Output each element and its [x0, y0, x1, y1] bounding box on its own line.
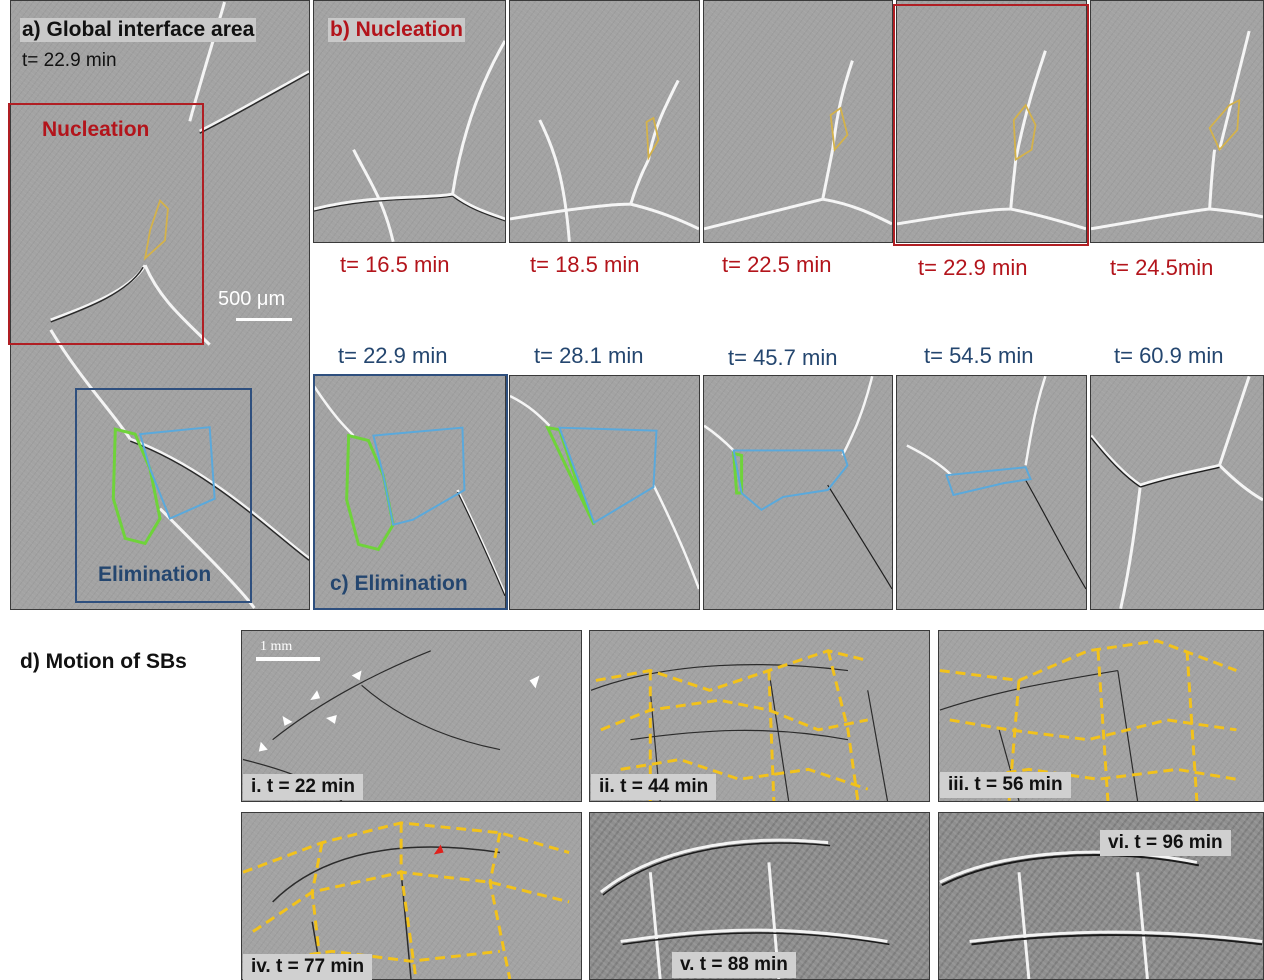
panel-a-grain-boundaries — [49, 1, 309, 609]
elimination-frame-2-boundaries — [510, 394, 699, 590]
sb-frame-6-label: vi. t = 96 min — [1100, 830, 1231, 856]
sb-frame-2 — [589, 630, 930, 802]
elimination-frame-1 — [313, 375, 506, 610]
elimination-time-2: t= 28.1 min — [534, 343, 644, 368]
elimination-frame-1-boundaries — [314, 385, 505, 597]
elimination-time-1: t= 22.9 min — [338, 343, 448, 368]
elimination-frame-3 — [703, 375, 893, 610]
elimination-frame-4-boundaries — [906, 376, 1086, 590]
panel-a-time: t= 22.9 min — [22, 50, 117, 71]
nucleation-region-box — [8, 103, 204, 345]
panel-b-title: b) Nucleation — [328, 18, 466, 42]
sb-frame-5 — [589, 812, 930, 980]
panel-c-title: c) Elimination — [330, 572, 468, 595]
elimination-time-3: t= 45.7 min — [728, 345, 838, 370]
nucleation-frame-2 — [509, 0, 700, 243]
elimination-frame-4 — [896, 375, 1087, 610]
nucleation-region-label: Nucleation — [42, 118, 150, 141]
elimination-frame-1-highlight — [313, 374, 508, 610]
nucleation-frame-3 — [703, 0, 893, 243]
sb-frame-6-boundaries — [939, 850, 1263, 979]
sb-frame-1-scale-label: 1 mm — [260, 639, 293, 654]
elimination-time-4: t= 54.5 min — [924, 343, 1034, 368]
elimination-frame-5-boundaries — [1091, 376, 1263, 609]
sb-frame-5-label: v. t = 88 min — [672, 952, 796, 978]
elimination-time-5: t= 60.9 min — [1114, 343, 1224, 368]
nucleation-time-5: t= 24.5min — [1110, 255, 1214, 280]
nucleation-time-2: t= 18.5 min — [530, 252, 640, 277]
nucleation-frame-2-boundaries — [510, 79, 699, 242]
nucleation-time-4: t= 22.9 min — [918, 255, 1028, 280]
elimination-frame-2 — [509, 375, 700, 610]
sb-frame-4 — [241, 812, 582, 980]
panel-a-image — [10, 0, 310, 610]
sb-frame-3-label: iii. t = 56 min — [940, 772, 1071, 798]
nucleation-frame-5 — [1090, 0, 1264, 243]
nucleation-frame-1-boundaries — [314, 40, 505, 242]
nucleation-frame-4-boundaries — [897, 50, 1086, 231]
elimination-frame-5 — [1090, 375, 1264, 610]
panel-a-scale-label: 500 μm — [218, 288, 286, 310]
panel-d-title: d) Motion of SBs — [20, 650, 187, 673]
sb-frame-2-label: ii. t = 44 min — [591, 774, 717, 800]
sb-frame-1: 1 mm — [241, 630, 582, 802]
sb-frame-1-scale-bar — [256, 657, 320, 661]
nucleation-time-1: t= 16.5 min — [340, 252, 450, 277]
nucleation-frame-5-boundaries — [1091, 30, 1263, 231]
nucleation-frame-4 — [896, 0, 1087, 243]
nucleation-frame-4-highlight — [893, 4, 1089, 246]
nucleation-time-3: t= 22.5 min — [722, 252, 832, 277]
sb-frame-2-boundaries — [590, 649, 889, 801]
elimination-region-box — [75, 388, 252, 603]
sb-frame-4-boundaries — [242, 821, 570, 979]
elimination-region-label: Elimination — [98, 563, 212, 586]
panel-a-title: a) Global interface area — [20, 18, 257, 42]
panel-a-scale-bar — [236, 318, 292, 321]
sb-frame-4-label: iv. t = 77 min — [243, 954, 373, 980]
elimination-frame-3-boundaries — [704, 376, 892, 590]
sb-frame-5-boundaries — [599, 838, 890, 979]
sb-frame-1-label: i. t = 22 min — [243, 774, 364, 800]
nucleation-frame-3-boundaries — [704, 60, 892, 231]
